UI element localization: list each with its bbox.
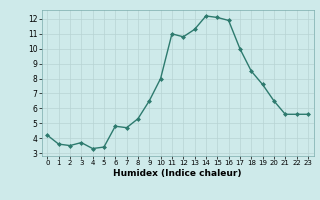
X-axis label: Humidex (Indice chaleur): Humidex (Indice chaleur) xyxy=(113,169,242,178)
